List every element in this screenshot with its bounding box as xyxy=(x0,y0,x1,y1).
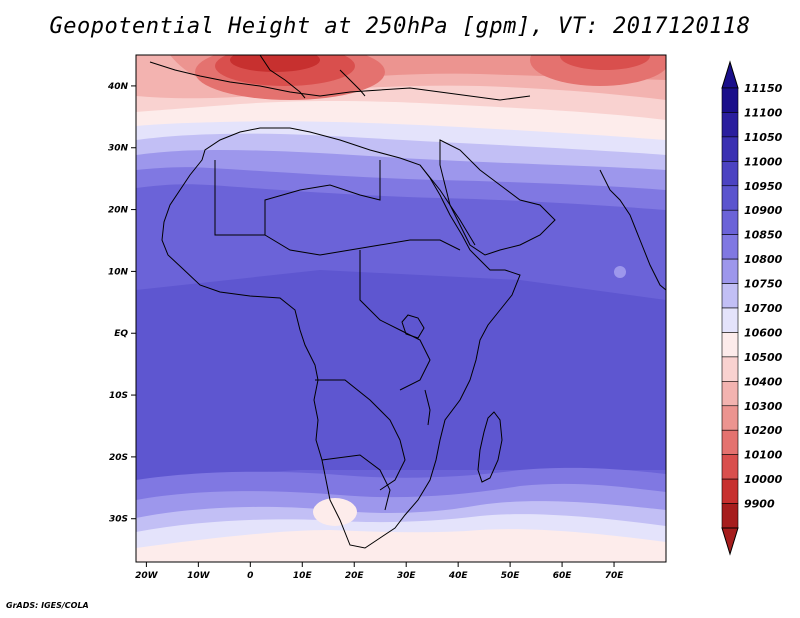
lat-tick-label: 10S xyxy=(109,391,128,401)
colorbar-label: 10800 xyxy=(744,253,783,266)
colorbar-label: 10400 xyxy=(744,375,783,388)
lat-tick-label: 40N xyxy=(107,82,129,92)
colorbar-swatch xyxy=(721,185,739,211)
colorbar-swatch xyxy=(721,405,739,431)
colorbar-label: 10850 xyxy=(744,229,783,242)
red-sea xyxy=(419,164,476,246)
lon-tick-label: 30E xyxy=(397,571,417,581)
lake-malawi xyxy=(424,389,431,426)
colorbar-swatch xyxy=(721,332,739,358)
colorbar-bottom-arrow xyxy=(721,527,739,556)
lat-tick-label: 30N xyxy=(108,144,129,154)
colorbar-swatch xyxy=(721,381,739,407)
colorbar-label: 10750 xyxy=(744,278,783,291)
lon-tick-label: 40E xyxy=(448,571,469,581)
colorbar-swatch xyxy=(721,356,739,382)
arabia-coastline xyxy=(439,139,556,256)
colorbar-swatch xyxy=(721,136,739,162)
lon-tick-label: 20E xyxy=(345,571,365,581)
europe-coastline xyxy=(149,61,531,101)
colorbar-swatch xyxy=(721,87,739,113)
field-band-core xyxy=(136,270,666,480)
colorbar-swatch xyxy=(721,234,739,260)
colorbar-label: 10950 xyxy=(744,180,783,193)
lat-tick-label: 30S xyxy=(109,515,128,525)
colorbar-label: 11050 xyxy=(744,131,783,144)
colorbar-label: 10900 xyxy=(744,204,783,217)
field-ridge-south-africa xyxy=(313,498,357,526)
lat-tick-label: 20N xyxy=(108,206,129,216)
colorbar-label: 10000 xyxy=(744,473,783,486)
greece-coastline xyxy=(339,69,366,97)
colorbar-label: 9900 xyxy=(744,498,775,511)
field-shading xyxy=(136,55,666,562)
footer-credit: GrADS: IGES/COLA xyxy=(6,601,89,610)
map-frame xyxy=(135,54,667,563)
africa-borders-central xyxy=(264,234,461,256)
colorbar-label: 11000 xyxy=(744,155,783,168)
colorbar: 11150 11100 11050 11000 10950 10900 10850 10800… xyxy=(721,60,783,556)
colorbar-label: 10600 xyxy=(744,326,783,339)
lon-tick-label: 70E xyxy=(605,571,625,581)
lon-tick-label: 10W xyxy=(187,571,211,581)
italy-coastline xyxy=(259,55,306,99)
colorbar-swatch xyxy=(721,307,739,333)
colorbar-swatch xyxy=(721,503,739,529)
colorbar-top-arrow xyxy=(721,60,739,89)
colorbar-swatch xyxy=(721,283,739,309)
lat-tick-label: EQ xyxy=(114,329,128,339)
field-spot-arabian-sea xyxy=(614,266,626,278)
map-title: Geopotential Height at 250hPa [gpm], VT:… xyxy=(49,14,751,39)
india-coastline xyxy=(599,169,666,291)
colorbar-label: 10300 xyxy=(744,400,783,413)
madagascar-coastline xyxy=(477,411,503,483)
colorbar-swatch xyxy=(721,454,739,480)
colorbar-label: 10700 xyxy=(744,302,783,315)
colorbar-swatch xyxy=(721,209,739,235)
colorbar-swatch xyxy=(721,258,739,284)
colorbar-swatch xyxy=(721,429,739,455)
lon-tick-label: 0 xyxy=(247,571,253,581)
lat-tick-label: 10N xyxy=(108,267,129,277)
coastlines-and-borders xyxy=(149,55,666,549)
colorbar-label: 10100 xyxy=(744,449,783,462)
lake-victoria xyxy=(401,314,425,339)
africa-borders-southwest xyxy=(321,454,391,511)
lon-tick-label: 10E xyxy=(293,571,313,581)
field-band-south-5 xyxy=(136,529,666,562)
colorbar-swatch xyxy=(721,112,739,138)
latitude-axis: 40N 30N 20N 10N EQ 10S 20S 30S xyxy=(107,82,136,525)
africa-borders-south xyxy=(315,379,406,491)
lon-tick-label: 50E xyxy=(501,571,521,581)
colorbar-label: 10200 xyxy=(744,424,783,437)
field-trough-ne-2 xyxy=(560,55,650,70)
lat-tick-label: 20S xyxy=(109,453,128,463)
lon-tick-label: 60E xyxy=(553,571,573,581)
colorbar-swatch xyxy=(721,161,739,187)
field-trough-med-3 xyxy=(230,55,320,72)
colorbar-label: 11100 xyxy=(744,106,783,119)
africa-borders-north xyxy=(214,160,381,236)
colorbar-label: 11150 xyxy=(744,82,783,95)
lon-tick-label: 20W xyxy=(135,571,159,581)
colorbar-label: 10500 xyxy=(744,351,783,364)
longitude-axis: 20W 10W 0 10E 20E 30E 40E 50E 60E 70E xyxy=(135,562,624,581)
colorbar-swatch xyxy=(721,478,739,504)
